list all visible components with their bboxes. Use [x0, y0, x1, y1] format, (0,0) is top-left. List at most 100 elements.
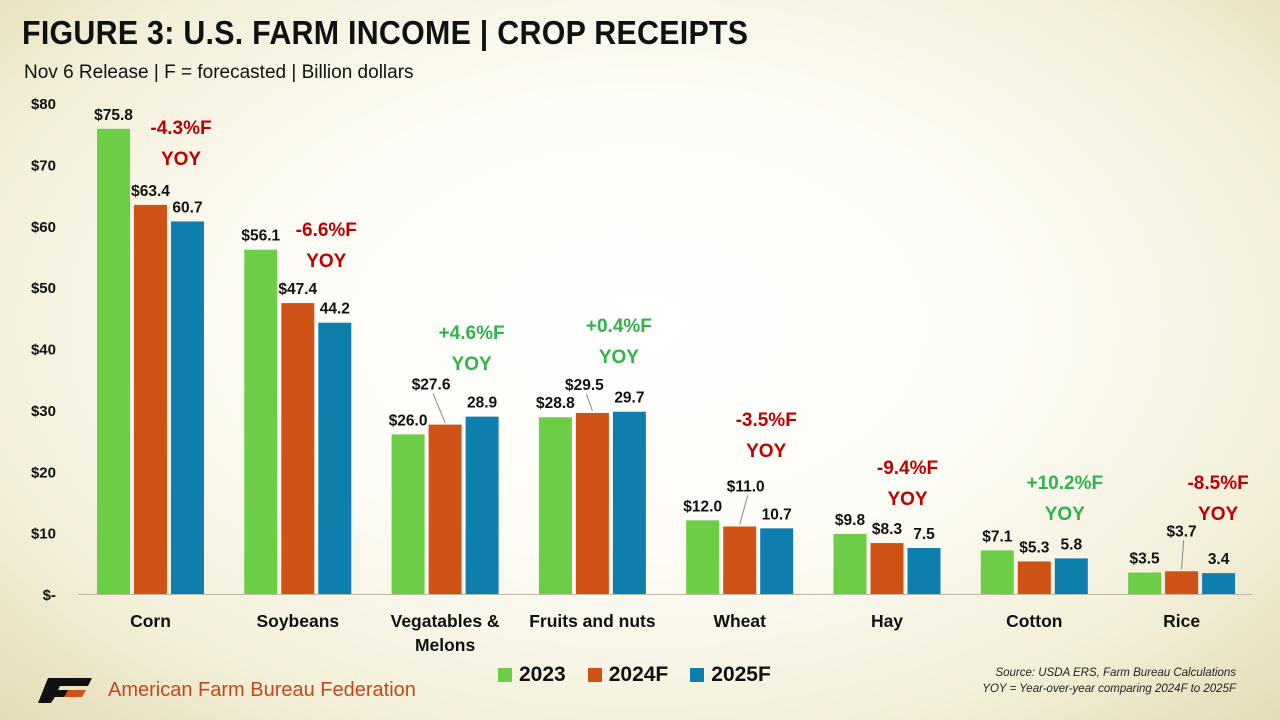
data-label: $56.1: [241, 228, 280, 245]
data-label: $27.6: [412, 377, 451, 394]
data-label: 10.7: [762, 506, 792, 523]
bar-corn-2024f: [134, 204, 167, 594]
data-label: $75.8: [94, 107, 133, 124]
bar-wheat-2024f: [723, 526, 757, 594]
legend-swatch-2025f: [690, 668, 705, 682]
source-note: Source: USDA ERS, Farm Bureau Calculatio…: [982, 665, 1236, 697]
bar-corn-2025f: [171, 221, 204, 595]
x-tick-label: Wheat: [713, 611, 766, 631]
data-label: $63.4: [131, 183, 170, 200]
bar-vegatables-melons-2025f: [465, 416, 499, 594]
data-label: $12.0: [683, 498, 722, 515]
bar-hay-2023: [833, 533, 867, 594]
data-label-leader: [739, 495, 749, 525]
yoy-annotation-value: +0.4%F: [586, 316, 652, 337]
legend-label-2025f: 2025F: [711, 663, 771, 686]
bar-rice-2024f: [1165, 571, 1199, 594]
data-label: 44.2: [320, 301, 350, 318]
x-tick-label: Soybeans: [256, 611, 339, 631]
bar-cotton-2025f: [1054, 558, 1088, 594]
data-label: $7.1: [982, 528, 1013, 545]
data-label: 60.7: [172, 199, 202, 216]
chart-subtitle: Nov 6 Release | F = forecasted | Billion…: [24, 62, 414, 83]
yoy-annotation-label: YOY: [887, 489, 927, 510]
x-tick-label: Hay: [871, 611, 903, 631]
legend-swatch-2024f: [587, 668, 602, 682]
bar-wheat-2025f: [760, 528, 794, 594]
legend-label-2023: 2023: [519, 663, 566, 686]
yoy-annotation-value: -9.4%F: [877, 458, 938, 479]
y-tick-label: $50: [31, 280, 56, 297]
y-tick-label: $-: [43, 587, 56, 604]
bar-soybeans-2023: [244, 249, 278, 594]
bar-hay-2024f: [870, 543, 904, 594]
x-tick-label: Fruits and nuts: [529, 611, 656, 631]
afbf-logo: American Farm Bureau Federation: [38, 676, 416, 704]
data-label-leader: [432, 393, 446, 423]
legend-item-2023: 2023: [498, 663, 566, 687]
bar-soybeans-2025f: [318, 322, 352, 594]
data-label: 3.4: [1208, 551, 1230, 568]
chart-title: FIGURE 3: U.S. FARM INCOME | CROP RECEIP…: [22, 14, 749, 51]
data-label-leader: [585, 393, 593, 412]
y-tick-label: $10: [31, 526, 56, 543]
data-label: 5.8: [1061, 536, 1083, 553]
yoy-annotation-value: -8.5%F: [1187, 473, 1248, 494]
bar-fruits-and-nuts-2023: [538, 417, 572, 594]
yoy-definition-line: YOY = Year-over-year comparing 2024F to …: [982, 683, 1236, 695]
data-label: $29.5: [565, 377, 604, 394]
bar-corn-2023: [97, 128, 130, 594]
data-label: $9.8: [835, 512, 866, 529]
y-tick-label: $70: [31, 157, 56, 174]
yoy-annotation-label: YOY: [599, 347, 639, 368]
yoy-annotation-label: YOY: [746, 441, 786, 462]
data-label: 28.9: [467, 395, 498, 412]
y-tick-label: $40: [31, 342, 56, 359]
y-tick-label: $60: [31, 219, 56, 236]
x-tick-label: Melons: [415, 635, 476, 655]
bar-cotton-2023: [980, 550, 1014, 594]
x-tick-label: Corn: [130, 611, 171, 631]
yoy-annotation-value: +10.2%F: [1027, 473, 1104, 494]
bar-rice-2023: [1128, 572, 1162, 594]
x-tick-label: Cotton: [1006, 611, 1062, 631]
source-line: Source: USDA ERS, Farm Bureau Calculatio…: [995, 667, 1236, 679]
legend-item-2024f: 2024F: [587, 663, 669, 687]
bar-cotton-2024f: [1017, 561, 1051, 594]
data-label: $8.3: [872, 521, 903, 538]
fb-logo-icon: [38, 678, 92, 703]
data-label: 7.5: [913, 526, 935, 543]
bar-vegatables-melons-2023: [391, 434, 425, 594]
data-label: $26.0: [389, 412, 428, 429]
data-label: $11.0: [727, 478, 765, 495]
logo-text: American Farm Bureau Federation: [108, 678, 416, 701]
yoy-annotation-label: YOY: [161, 149, 201, 170]
yoy-annotation-label: YOY: [1045, 504, 1085, 525]
data-label: 29.7: [614, 390, 644, 407]
data-label: $47.4: [278, 281, 317, 298]
yoy-annotation-label: YOY: [306, 251, 346, 272]
bar-rice-2025f: [1202, 573, 1236, 594]
chart-legend: 2023 2024F 2025F: [498, 663, 793, 687]
yoy-annotation-label: YOY: [1198, 504, 1238, 525]
bar-wheat-2023: [686, 520, 720, 594]
yoy-annotation-value: -6.6%F: [296, 220, 357, 241]
data-label-leader: [1181, 540, 1185, 570]
yoy-annotation-value: +4.6%F: [439, 323, 505, 344]
yoy-annotation-value: -4.3%F: [150, 118, 211, 139]
yoy-annotation-value: -3.5%F: [736, 410, 797, 431]
y-tick-label: $30: [31, 403, 56, 420]
x-tick-label: Vegatables &: [391, 611, 500, 631]
data-label: $5.3: [1019, 539, 1050, 556]
data-label: $28.8: [536, 395, 575, 412]
legend-label-2024f: 2024F: [608, 663, 669, 686]
bar-vegatables-melons-2024f: [428, 424, 462, 594]
legend-swatch-2023: [498, 668, 512, 682]
legend-item-2025f: 2025F: [690, 663, 771, 687]
bar-fruits-and-nuts-2025f: [612, 411, 646, 594]
yoy-annotation-label: YOY: [452, 354, 492, 375]
bar-fruits-and-nuts-2024f: [575, 412, 609, 594]
data-label: $3.5: [1130, 551, 1161, 568]
y-tick-label: $80: [31, 96, 56, 113]
